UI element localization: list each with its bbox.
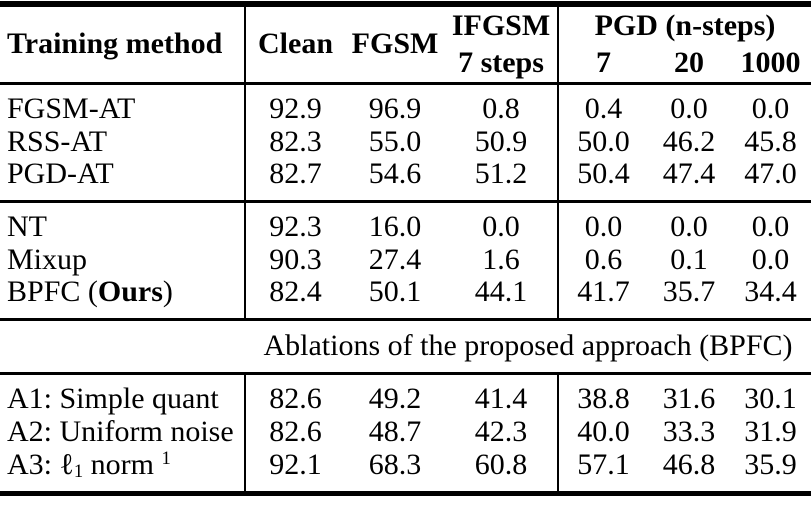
- value-cell: 0.0: [751, 92, 790, 126]
- value-cell: 60.8: [445, 448, 559, 491]
- header-pgd-20: 20: [674, 46, 704, 80]
- table-row: RSS-AT 82.3 55.0 50.9 50.0 46.2 45.8: [0, 125, 811, 158]
- method-cell: PGD-AT: [0, 158, 246, 201]
- header-training-method: Training method: [0, 7, 246, 83]
- value-cell: 82.6: [269, 382, 322, 416]
- method-cell: BPFC (Ours): [0, 276, 246, 319]
- method-cell: A1: Simple quant: [0, 373, 246, 415]
- value-cell: 31.6: [662, 382, 716, 416]
- table-row: A2: Uniform noise 82.6 48.7 42.3 40.0 33.3 31.…: [0, 415, 811, 448]
- header-ifgsm-line1: IFGSM: [445, 7, 559, 45]
- value-cell: 46.8: [662, 447, 716, 481]
- method-cell: A2: Uniform noise: [0, 415, 246, 448]
- value-cell: 1.6: [445, 243, 559, 276]
- banner-spacer-cell: [0, 319, 245, 373]
- section-ablations: A1: Simple quant 82.6 49.2 41.4 38.8 31.6 30.1…: [0, 373, 811, 491]
- value-cell: 35.7: [662, 274, 716, 308]
- value-cell: 40.0: [577, 414, 630, 448]
- value-cell: 41.4: [445, 373, 559, 415]
- value-cell: 50.1: [368, 274, 422, 308]
- value-cell: 30.1: [744, 382, 797, 416]
- value-cell: 35.9: [744, 447, 797, 481]
- value-cell: 0.0: [670, 210, 708, 244]
- table-row: NT 92.3 16.0 0.0 0.0 0.0 0.0: [0, 201, 811, 243]
- value-cell: 55.0: [368, 124, 422, 158]
- value-cell: 49.2: [368, 382, 422, 416]
- value-cell: 92.9: [269, 92, 322, 126]
- value-cell: 0.6: [584, 242, 623, 276]
- method-cell: A3: ℓ1 norm 1: [0, 448, 246, 491]
- value-cell: 92.3: [269, 210, 322, 244]
- section-normal-and-proposed: NT 92.3 16.0 0.0 0.0 0.0 0.0 Mixup 90.3 27.4 1.6 0.…: [0, 201, 811, 319]
- value-cell: 0.0: [445, 201, 559, 243]
- results-table: Training method Clean FGSM IFGSM PGD (n-…: [0, 7, 811, 491]
- table-header: Training method Clean FGSM IFGSM PGD (n-…: [0, 7, 811, 83]
- table-row: BPFC (Ours) 82.4 50.1 44.1 41.7 35.7 34.4: [0, 276, 811, 319]
- header-pgd-7: 7: [596, 46, 611, 80]
- header-row-1: Training method Clean FGSM IFGSM PGD (n-…: [0, 7, 811, 83]
- value-cell: 45.8: [744, 124, 797, 158]
- method-cell: Mixup: [0, 243, 246, 276]
- value-cell: 0.0: [584, 210, 623, 244]
- value-cell: 50.0: [577, 124, 630, 158]
- value-cell: 33.3: [662, 414, 716, 448]
- value-cell: 16.0: [368, 210, 422, 244]
- value-cell: 42.3: [445, 415, 559, 448]
- value-cell: 90.3: [269, 242, 322, 276]
- value-cell: 34.4: [744, 274, 797, 308]
- value-cell: 82.6: [269, 414, 322, 448]
- table-row: PGD-AT 82.7 54.6 51.2 50.4 47.4 47.0: [0, 158, 811, 201]
- value-cell: 82.3: [269, 124, 322, 158]
- value-cell: 0.0: [751, 210, 790, 244]
- header-fgsm: FGSM: [351, 27, 439, 61]
- value-cell: 0.8: [445, 83, 559, 125]
- header-pgd-group: PGD (n-steps): [594, 9, 776, 42]
- value-cell: 96.9: [368, 92, 422, 126]
- value-cell: 92.1: [269, 447, 322, 481]
- value-cell: 0.0: [751, 242, 790, 276]
- value-cell: 82.7: [269, 156, 322, 190]
- value-cell: 50.4: [577, 156, 630, 190]
- value-cell: 0.4: [584, 92, 623, 126]
- results-table-wrapper: Training method Clean FGSM IFGSM PGD (n-…: [0, 1, 811, 496]
- method-cell: FGSM-AT: [0, 83, 246, 125]
- table-row: A3: ℓ1 norm 1 92.1 68.3 60.8 57.1 46.8 35.9: [0, 448, 811, 491]
- header-ifgsm-line2: 7 steps: [445, 45, 559, 83]
- section-adversarial-training: FGSM-AT 92.9 96.9 0.8 0.4 0.0 0.0 RSS-AT 82.3 55.…: [0, 83, 811, 201]
- table-row: A1: Simple quant 82.6 49.2 41.4 38.8 31.6 30.1: [0, 373, 811, 415]
- value-cell: 0.0: [670, 92, 708, 126]
- value-cell: 51.2: [445, 158, 559, 201]
- method-cell: RSS-AT: [0, 125, 246, 158]
- value-cell: 57.1: [577, 447, 630, 481]
- table-row: Mixup 90.3 27.4 1.6 0.6 0.1 0.0: [0, 243, 811, 276]
- value-cell: 68.3: [368, 447, 422, 481]
- value-cell: 31.9: [744, 414, 797, 448]
- header-row-2: 7 steps 7 20 1000: [0, 45, 811, 83]
- value-cell: 46.2: [662, 124, 716, 158]
- header-pgd-1000: 1000: [740, 46, 801, 80]
- value-cell: 47.4: [662, 156, 716, 190]
- value-cell: 48.7: [368, 414, 422, 448]
- value-cell: 38.8: [577, 382, 630, 416]
- header-clean: Clean: [258, 27, 333, 61]
- value-cell: 47.0: [744, 156, 797, 190]
- value-cell: 44.1: [445, 276, 559, 319]
- value-cell: 0.1: [670, 242, 708, 276]
- value-cell: 50.9: [445, 125, 559, 158]
- value-cell: 41.7: [577, 274, 630, 308]
- table-row: Ablations of the proposed approach (BPFC…: [0, 319, 811, 373]
- value-cell: 54.6: [368, 156, 422, 190]
- method-cell: NT: [0, 201, 246, 243]
- value-cell: 82.4: [269, 274, 322, 308]
- ablations-banner-row: Ablations of the proposed approach (BPFC…: [0, 319, 811, 373]
- value-cell: 27.4: [368, 242, 422, 276]
- ablations-banner: Ablations of the proposed approach (BPFC…: [263, 329, 793, 362]
- table-row: FGSM-AT 92.9 96.9 0.8 0.4 0.0 0.0: [0, 83, 811, 125]
